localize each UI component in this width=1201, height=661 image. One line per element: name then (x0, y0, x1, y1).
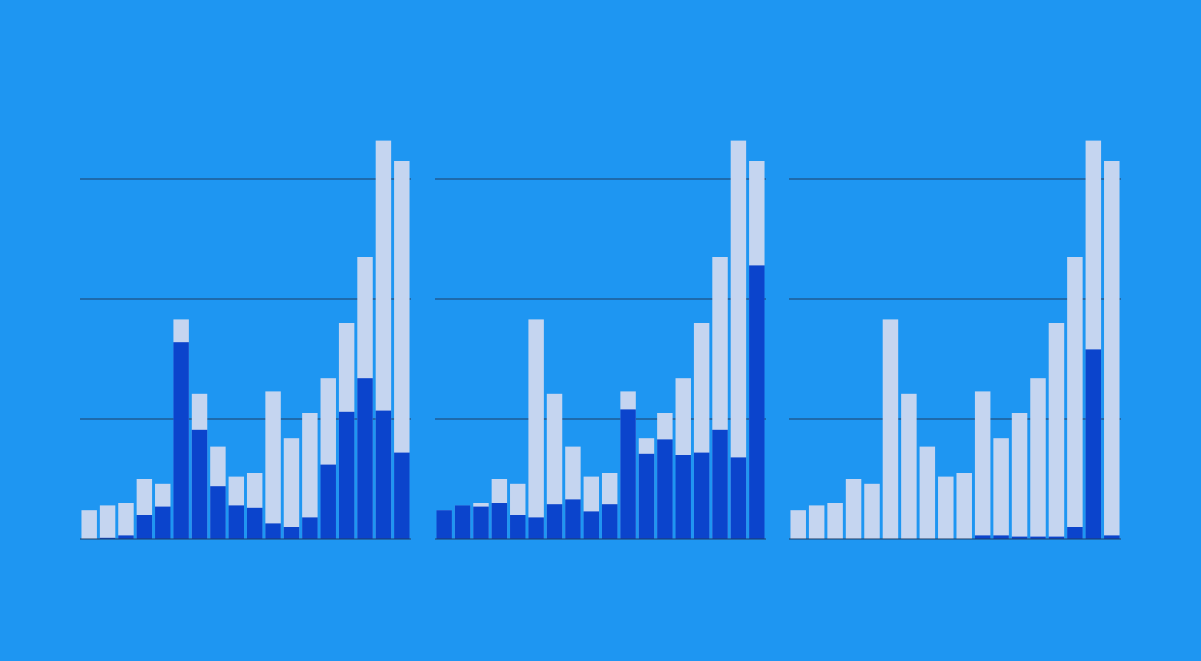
bar (528, 319, 544, 539)
bar (173, 342, 189, 539)
bar (546, 393, 563, 539)
bar (583, 511, 600, 539)
bar (338, 411, 355, 539)
bar (749, 265, 765, 539)
bar (394, 452, 410, 539)
bar (436, 510, 452, 539)
bar (265, 391, 281, 539)
bar (1067, 527, 1083, 539)
bar (454, 505, 471, 539)
bar (1011, 536, 1028, 539)
bar (136, 515, 153, 539)
bar (638, 453, 655, 539)
bar (375, 410, 392, 539)
bar (993, 535, 1009, 539)
bar (565, 499, 581, 539)
bar (993, 438, 1009, 539)
bar (491, 503, 508, 539)
bar (320, 464, 336, 539)
bar (1048, 536, 1065, 539)
bar (99, 537, 116, 539)
bar (302, 517, 318, 539)
bar (118, 503, 134, 539)
bar (601, 504, 618, 539)
bar (620, 409, 636, 539)
bar (1067, 257, 1083, 539)
bar (81, 510, 97, 539)
bar (510, 515, 526, 539)
bar (528, 517, 544, 539)
bar (790, 510, 806, 539)
bar (473, 506, 489, 539)
bar (938, 476, 954, 539)
bar (730, 140, 747, 539)
bar (974, 391, 991, 539)
bar (155, 506, 171, 539)
bar (191, 429, 208, 539)
bar (693, 452, 710, 539)
bar (675, 455, 691, 539)
bar (1048, 323, 1065, 539)
bar (1030, 378, 1046, 539)
bar (1104, 161, 1120, 539)
bar (657, 439, 673, 539)
bar (394, 161, 410, 539)
bar (1085, 349, 1102, 539)
bar (901, 393, 917, 539)
bar (827, 503, 843, 539)
bar (210, 486, 226, 539)
bar (1030, 536, 1046, 539)
bar (246, 507, 263, 539)
bar (1011, 413, 1028, 539)
bar (118, 535, 134, 539)
bar (265, 523, 281, 539)
bar (283, 527, 300, 539)
bar (228, 505, 245, 539)
bar (845, 479, 862, 539)
bar (302, 413, 318, 539)
bar (546, 504, 563, 539)
bar (283, 438, 300, 539)
bar (99, 505, 116, 539)
bar (808, 505, 825, 539)
bar (882, 319, 899, 539)
bar (712, 429, 728, 539)
bar (864, 483, 880, 539)
bar (956, 473, 972, 539)
bar (919, 446, 936, 539)
bar (1104, 535, 1120, 539)
bar (974, 535, 991, 539)
bar (730, 457, 747, 539)
bar (357, 378, 373, 539)
